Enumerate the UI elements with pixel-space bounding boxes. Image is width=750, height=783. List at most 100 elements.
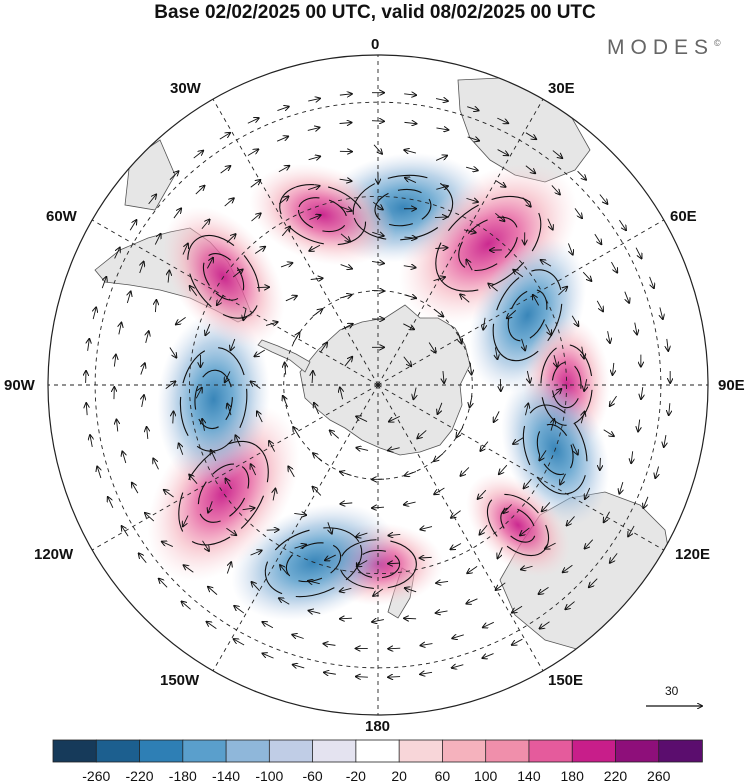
wind-vector [122, 451, 125, 464]
wind-vector [525, 165, 535, 173]
wind-vector [512, 638, 523, 645]
colorbar-tick-label: 140 [517, 768, 541, 783]
wind-vector [611, 261, 617, 273]
wind-vector [340, 618, 352, 619]
meridian-line [212, 98, 379, 386]
wind-vector [312, 371, 313, 384]
wind-vector [208, 501, 213, 512]
wind-vector [539, 450, 547, 460]
streamline [279, 184, 367, 246]
wind-vector [604, 511, 610, 522]
colorbar-swatch [658, 739, 703, 763]
wind-vector [232, 270, 242, 278]
wind-vector [388, 648, 401, 649]
streamline [540, 344, 593, 426]
lon-label-0: 0 [371, 36, 380, 53]
wind-vector [497, 149, 509, 156]
wind-vector [251, 381, 261, 389]
wind-vector [513, 437, 524, 444]
wind-vector [433, 308, 443, 316]
wind-vector [285, 363, 286, 375]
wind-vector [467, 137, 479, 141]
wind-vector [340, 472, 352, 476]
colorbar-swatch [528, 739, 574, 763]
wind-vector [603, 429, 614, 436]
wind-vector [542, 502, 551, 511]
wind-vector [265, 322, 278, 325]
wind-vector [205, 323, 211, 335]
streamline [179, 347, 248, 452]
wind-vector [483, 317, 485, 330]
wind-vector [254, 349, 265, 356]
wind-vector [324, 644, 336, 646]
wind-vector [463, 230, 476, 233]
wind-vector [254, 247, 265, 254]
wind-vector [496, 582, 506, 590]
wind-vector [467, 107, 478, 111]
wind-vector [226, 527, 236, 535]
wind-vector [206, 258, 213, 269]
wind-vector [436, 581, 449, 583]
wind-vector [314, 403, 320, 415]
wind-vector [169, 347, 177, 358]
wind-vector [635, 247, 641, 259]
wind-vector [307, 128, 320, 131]
wind-vector [404, 94, 416, 95]
wind-vector [467, 566, 478, 573]
reference-vector-label: 30 [665, 684, 679, 698]
colorbar-tick-label: -140 [212, 768, 240, 783]
wind-vector [470, 362, 471, 375]
wind-vector [108, 497, 114, 509]
wind-vector [217, 294, 225, 305]
colorbar-tick-label: -180 [169, 768, 197, 783]
wind-vector [405, 178, 417, 183]
wind-vector [226, 234, 236, 243]
wind-vector [435, 248, 447, 249]
wind-vector [495, 212, 504, 221]
wind-vector [356, 677, 368, 678]
wind-vector [638, 419, 640, 432]
streamline [486, 493, 550, 557]
colorbar-tick-label: 220 [604, 768, 628, 783]
wind-vector [466, 260, 473, 271]
wind-vector [88, 339, 90, 351]
wind-vector [294, 513, 306, 515]
wind-vector [247, 118, 259, 124]
colorbar-tick-label: 100 [474, 768, 498, 783]
wind-vector [551, 185, 560, 194]
wind-vector [162, 542, 173, 547]
meridian-line [212, 384, 379, 672]
wind-vector [599, 194, 608, 204]
streamline [178, 440, 269, 546]
streamline [339, 539, 417, 590]
meridian-line [91, 384, 379, 551]
wind-vector [372, 507, 385, 508]
wind-vector [234, 606, 245, 614]
wind-vector [344, 357, 352, 367]
wind-vector [328, 522, 332, 533]
colorbar-swatch [95, 739, 141, 763]
wind-vector [655, 466, 658, 478]
wind-vector [413, 387, 416, 400]
wind-vector [225, 371, 231, 382]
wind-vector [545, 542, 556, 549]
positive-anomaly [249, 163, 396, 266]
wind-vector [610, 553, 618, 563]
wind-vector [310, 278, 323, 279]
wind-vector [521, 566, 533, 569]
wind-vector [582, 271, 591, 281]
lon-label-120e: 120E [675, 546, 711, 563]
wind-vector [184, 565, 194, 573]
colorbar-swatch [571, 739, 617, 763]
wind-vector [600, 457, 601, 470]
wind-vector [574, 208, 582, 218]
wind-vector [372, 232, 383, 236]
wind-vector [189, 475, 198, 485]
meridian-line [377, 219, 665, 386]
wind-vector [403, 323, 414, 330]
wind-vector [452, 635, 464, 638]
wind-vector [114, 248, 120, 259]
colorbar-swatch [355, 739, 400, 763]
